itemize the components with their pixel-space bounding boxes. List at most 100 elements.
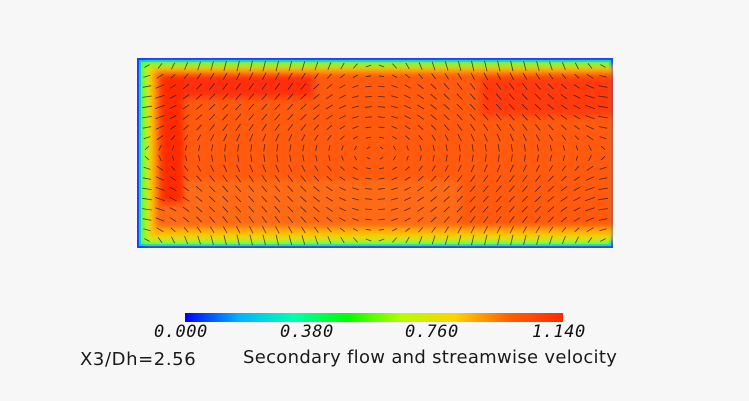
flow-vector-107 bbox=[598, 85, 608, 88]
flow-vector-604 bbox=[509, 226, 514, 234]
flow-vector-81 bbox=[261, 82, 267, 90]
flow-vector-522 bbox=[378, 208, 385, 210]
flow-vector-518 bbox=[325, 206, 333, 212]
flow-vector-331 bbox=[237, 154, 240, 162]
flow-vector-636 bbox=[458, 235, 462, 245]
flow-vector-497 bbox=[521, 195, 528, 203]
flow-vector-486 bbox=[377, 198, 386, 200]
secondary-flow-vectors bbox=[142, 60, 608, 246]
flow-vector-113 bbox=[209, 93, 216, 100]
colorbar-tick-0: 0.000 bbox=[154, 322, 208, 342]
flow-vector-9 bbox=[262, 60, 266, 72]
flow-vector-91 bbox=[391, 85, 398, 88]
flow-vector-226 bbox=[274, 123, 280, 131]
flow-vector-396 bbox=[142, 177, 152, 180]
flow-vector-388 bbox=[509, 164, 514, 173]
flow-vector-554 bbox=[326, 216, 333, 223]
flow-vector-385 bbox=[470, 164, 475, 173]
duct-cross-section bbox=[137, 58, 613, 248]
flow-vector-262 bbox=[275, 133, 280, 142]
flow-vector-610 bbox=[586, 227, 594, 233]
flow-vector-205 bbox=[469, 113, 476, 121]
flow-vector-275 bbox=[444, 134, 449, 141]
flow-vector-633 bbox=[418, 236, 423, 244]
flow-vector-406 bbox=[274, 175, 280, 183]
flow-vector-263 bbox=[288, 134, 293, 142]
flow-vector-175 bbox=[547, 104, 555, 110]
flow-vector-635 bbox=[444, 235, 449, 245]
flow-vector-619 bbox=[236, 234, 240, 246]
flow-vector-485 bbox=[364, 198, 373, 200]
flow-vector-457 bbox=[469, 185, 476, 193]
flow-vector-309 bbox=[419, 145, 422, 151]
flow-vector-194 bbox=[326, 114, 333, 120]
flow-vector-152 bbox=[248, 103, 255, 111]
flow-vector-24 bbox=[458, 61, 462, 71]
flow-vector-401 bbox=[209, 175, 215, 182]
flow-vector-462 bbox=[534, 185, 541, 192]
flow-vector-552 bbox=[300, 216, 307, 223]
flow-vector-553 bbox=[313, 216, 320, 223]
flow-vector-513 bbox=[261, 206, 268, 213]
flow-vector-237 bbox=[417, 124, 424, 131]
flow-vector-555 bbox=[339, 217, 346, 222]
flow-vector-490 bbox=[430, 196, 438, 202]
flow-vector-321 bbox=[575, 145, 579, 151]
flow-vector-444 bbox=[300, 185, 307, 192]
flow-vector-540 bbox=[142, 218, 152, 221]
flow-vector-52 bbox=[352, 74, 359, 78]
flow-vector-439 bbox=[235, 185, 242, 193]
flow-vector-8 bbox=[249, 60, 253, 72]
flow-vector-480 bbox=[300, 196, 307, 203]
flow-vector-541 bbox=[155, 217, 165, 222]
flow-vector-398 bbox=[170, 176, 177, 181]
flow-vector-200 bbox=[404, 115, 411, 120]
flow-vector-137 bbox=[521, 93, 528, 100]
flow-vector-134 bbox=[482, 93, 489, 100]
flow-vector-303 bbox=[341, 145, 344, 151]
flow-vector-115 bbox=[235, 93, 242, 100]
flow-vector-162 bbox=[377, 106, 386, 108]
flow-vector-214 bbox=[585, 115, 595, 120]
flow-vector-609 bbox=[574, 227, 580, 233]
flow-vector-426 bbox=[535, 175, 541, 182]
flow-vector-344 bbox=[406, 155, 409, 161]
flow-vector-471 bbox=[182, 196, 190, 202]
chart-title: Secondary flow and streamwise velocity bbox=[243, 347, 618, 368]
flow-vector-491 bbox=[443, 196, 450, 203]
flow-vector-77 bbox=[209, 83, 216, 90]
flow-vector-411 bbox=[339, 176, 346, 181]
flow-vector-409 bbox=[313, 175, 320, 182]
flow-vector-297 bbox=[263, 144, 266, 152]
flow-vector-225 bbox=[261, 123, 267, 131]
flow-vector-257 bbox=[210, 134, 215, 142]
flow-vector-590 bbox=[326, 227, 332, 233]
flow-vector-76 bbox=[196, 83, 203, 90]
flow-vector-343 bbox=[393, 155, 396, 161]
flow-vector-94 bbox=[430, 83, 437, 90]
flow-vector-548 bbox=[248, 216, 254, 224]
flow-vector-435 bbox=[182, 186, 190, 192]
flow-vector-146 bbox=[169, 104, 177, 110]
flow-vector-458 bbox=[482, 185, 489, 193]
flow-vector-20 bbox=[405, 62, 410, 70]
flow-vector-469 bbox=[155, 197, 165, 202]
flow-vector-227 bbox=[287, 123, 294, 131]
flow-vector-15 bbox=[340, 62, 345, 70]
flow-vector-453 bbox=[417, 186, 424, 192]
flow-vector-16 bbox=[353, 63, 358, 69]
flow-vector-360 bbox=[143, 166, 151, 170]
flow-vector-305 bbox=[366, 146, 371, 150]
flow-vector-580 bbox=[196, 226, 202, 233]
flow-vector-467 bbox=[598, 187, 608, 190]
flow-vector-11 bbox=[288, 61, 292, 71]
flow-vector-514 bbox=[274, 206, 281, 213]
flow-vector-628 bbox=[353, 237, 358, 243]
flow-vector-49 bbox=[314, 73, 319, 80]
flow-vector-69 bbox=[574, 73, 580, 79]
flow-vector-86 bbox=[326, 83, 333, 90]
flow-vector-213 bbox=[573, 115, 581, 120]
flow-vector-68 bbox=[561, 73, 567, 79]
flow-vector-630 bbox=[378, 238, 385, 242]
